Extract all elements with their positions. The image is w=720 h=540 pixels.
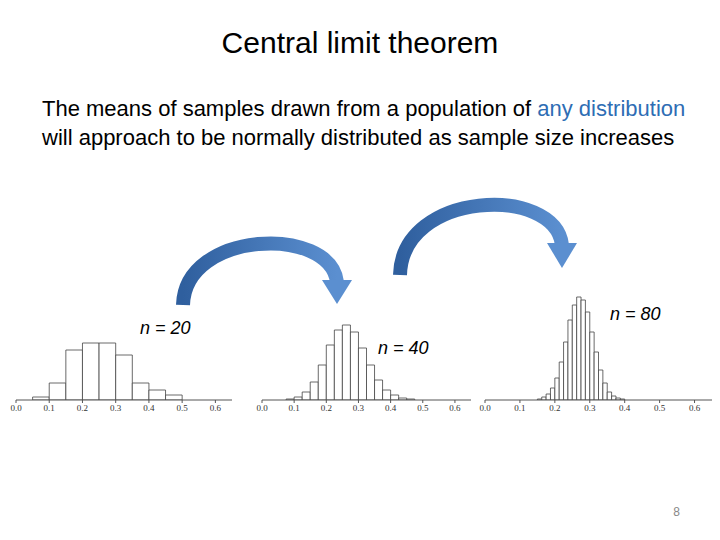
- html-text:n = 20: n = 20: [140, 318, 191, 338]
- svg-text:0.3: 0.3: [110, 403, 122, 413]
- svg-text:0.3: 0.3: [584, 403, 596, 413]
- svg-text:0.3: 0.3: [353, 403, 365, 413]
- html-text:8: 8: [673, 505, 680, 519]
- html-text:The means of samples drawn fro: The means of samples drawn from a popula…: [42, 96, 686, 121]
- svg-text:0.4: 0.4: [619, 403, 631, 413]
- svg-text:0.4: 0.4: [143, 403, 155, 413]
- svg-text:0.4: 0.4: [385, 403, 397, 413]
- svg-text:0.6: 0.6: [689, 403, 701, 413]
- svg-text:0.5: 0.5: [177, 403, 189, 413]
- svg-text:0.0: 0.0: [10, 403, 22, 413]
- svg-text:0.5: 0.5: [654, 403, 666, 413]
- html-text:will approach to be normally d: will approach to be normally distributed…: [42, 125, 675, 150]
- svg-text:0.6: 0.6: [210, 403, 222, 413]
- html-text:Central limit theorem: Central limit theorem: [221, 26, 499, 59]
- svg-text:0.1: 0.1: [44, 403, 55, 413]
- svg-text:0.0: 0.0: [479, 403, 491, 413]
- svg-text:0.2: 0.2: [321, 403, 332, 413]
- svg-text:0.1: 0.1: [514, 403, 525, 413]
- svg-text:0.6: 0.6: [449, 403, 461, 413]
- html-text:n = 40: n = 40: [378, 338, 429, 358]
- html-text:n = 80: n = 80: [610, 304, 661, 324]
- svg-text:0.1: 0.1: [289, 403, 300, 413]
- svg-text:0.5: 0.5: [417, 403, 429, 413]
- svg-text:0.2: 0.2: [549, 403, 560, 413]
- svg-text:0.0: 0.0: [256, 403, 268, 413]
- svg-text:0.2: 0.2: [77, 403, 88, 413]
